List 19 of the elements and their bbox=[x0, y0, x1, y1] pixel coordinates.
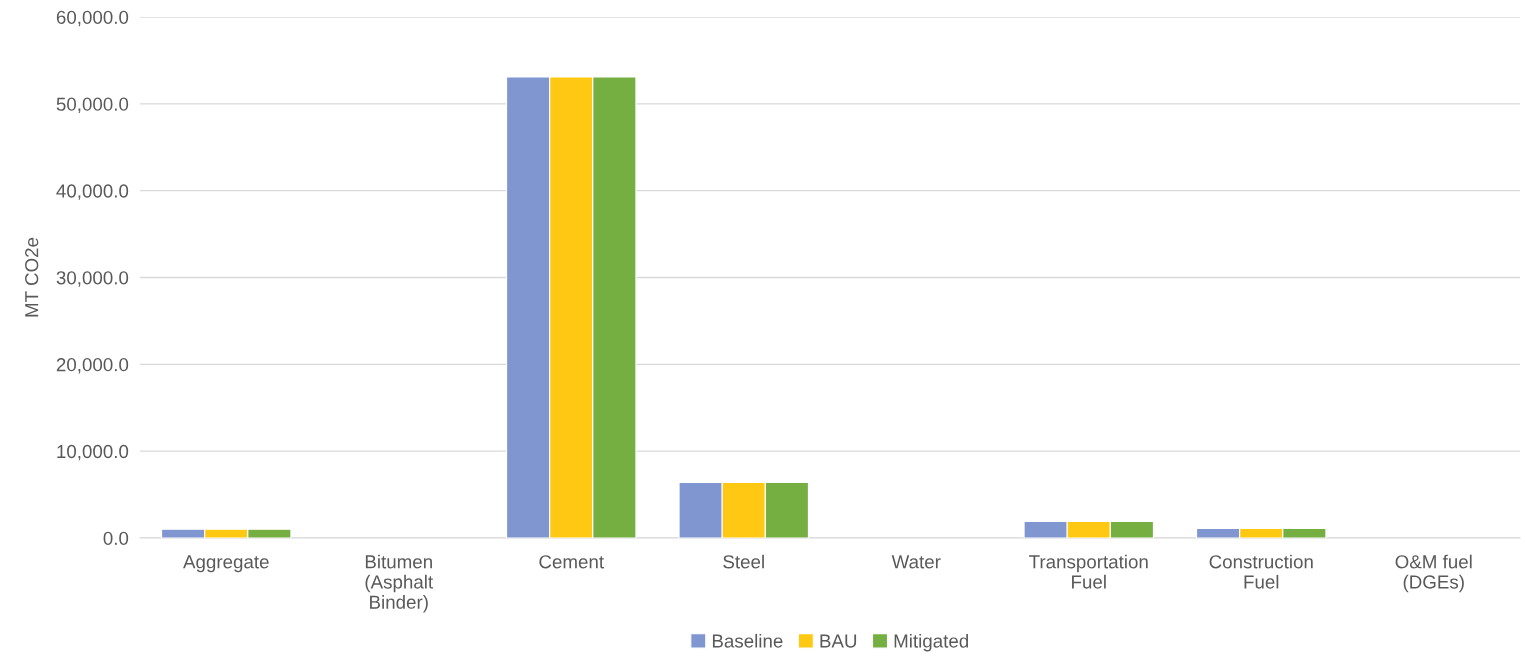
x-tick-label: Aggregate bbox=[183, 555, 269, 573]
x-tick-label: Water bbox=[891, 555, 941, 569]
y-tick-label: 10,000.0 bbox=[57, 444, 129, 461]
x-tick-label: Steel bbox=[723, 554, 764, 569]
y-tick-label: 20,000.0 bbox=[56, 358, 129, 374]
y-tick-label: 0.0 bbox=[103, 531, 129, 545]
y-tick-label: 30,000.0 bbox=[56, 271, 129, 287]
x-tick-label: Construction Fuel bbox=[1209, 554, 1313, 589]
x-tick-label: Bitumen (Asphalt Binder) bbox=[365, 554, 434, 613]
y-tick-label: 50,000.0 bbox=[56, 97, 129, 114]
x-tick-label: O&M fuel (DGEs) bbox=[1395, 554, 1472, 593]
y-tick-label: 60,000.0 bbox=[56, 10, 129, 27]
legend-label: Mitigated bbox=[894, 633, 969, 652]
x-tick-label: Cement bbox=[539, 555, 604, 569]
y-tick-label: 40,000.0 bbox=[56, 184, 129, 200]
legend-label: BAU bbox=[820, 634, 857, 648]
y-axis-title: MT CO2e bbox=[25, 237, 39, 317]
x-tick-label: Transportation Fuel bbox=[1029, 554, 1148, 589]
legend-label: Baseline bbox=[712, 633, 783, 648]
